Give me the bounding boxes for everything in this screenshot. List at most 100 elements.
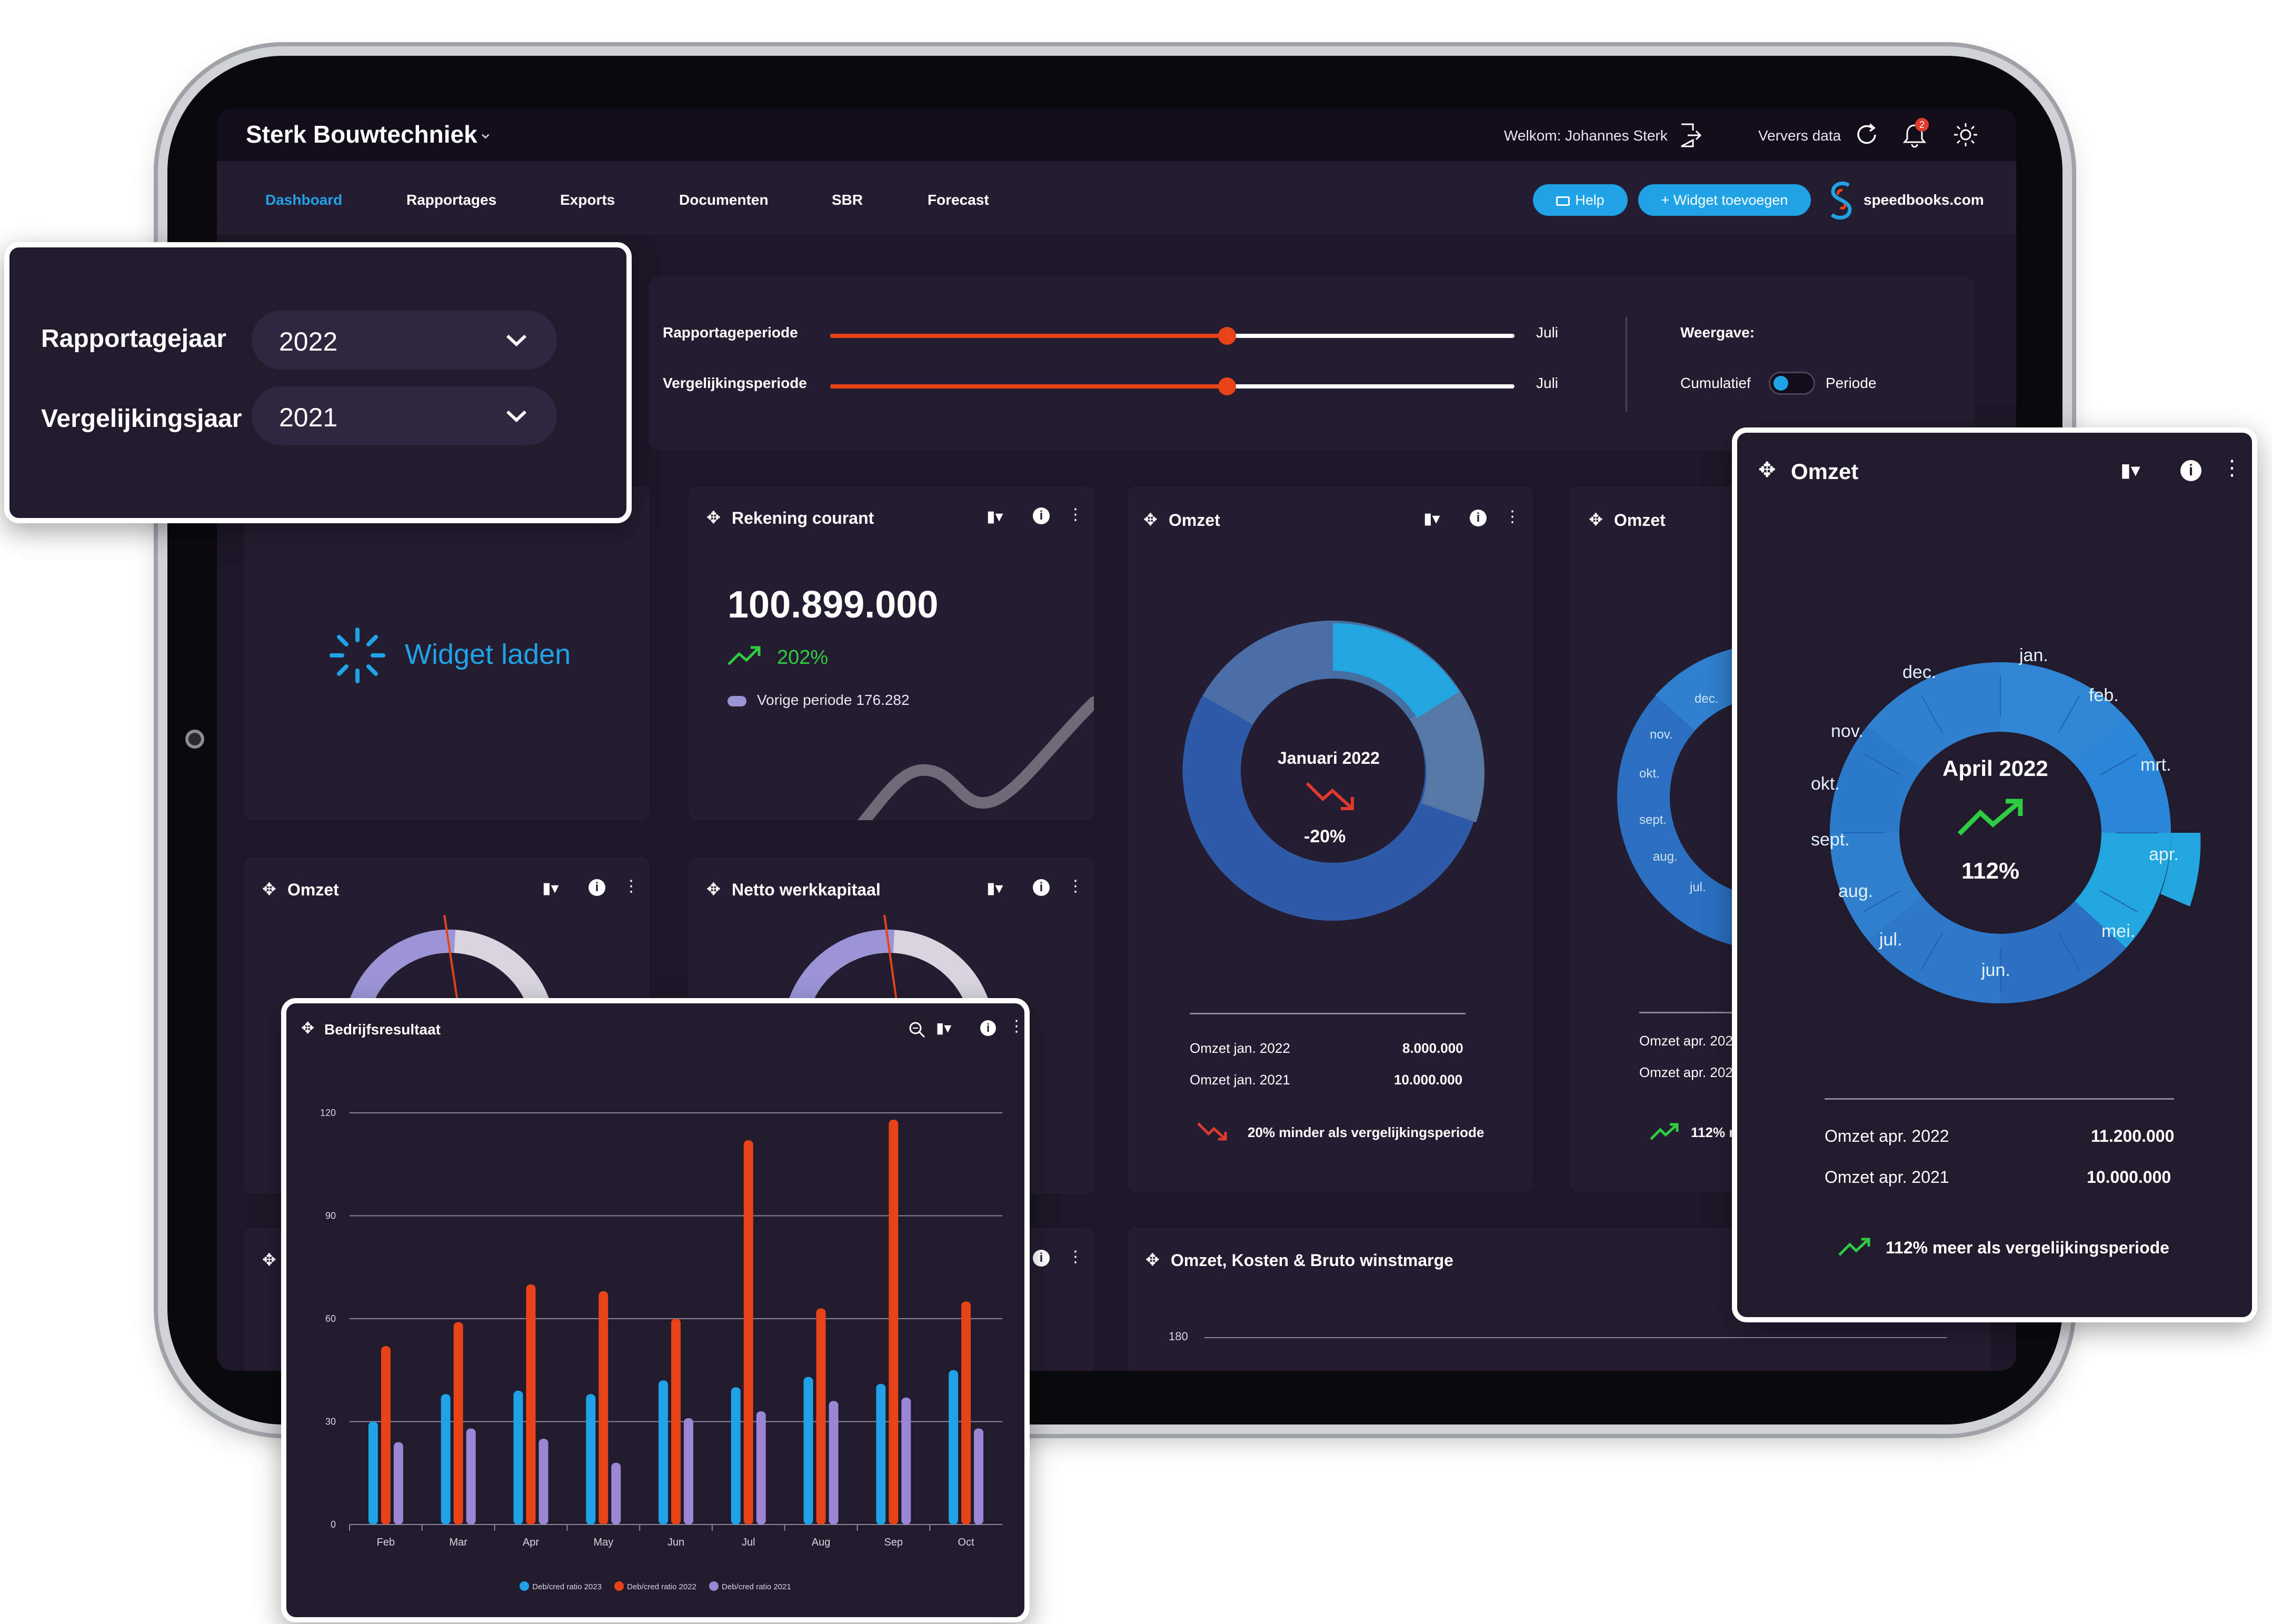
month-label-dec: dec. bbox=[1902, 662, 1937, 682]
tab-dashboard[interactable]: Dashboard bbox=[265, 192, 343, 208]
omzet-apr-title: Omzet bbox=[1791, 459, 1859, 484]
chart-type-icon[interactable]: ▮▾ bbox=[2120, 459, 2140, 481]
drag-handle-icon[interactable]: ✥ bbox=[1589, 510, 1603, 529]
more-menu-icon[interactable]: ⋮ bbox=[623, 878, 639, 895]
legend-label: Deb/cred ratio 2021 bbox=[722, 1582, 791, 1591]
report-period-value: Juli bbox=[1536, 324, 1559, 341]
chart-type-icon[interactable]: ▮▾ bbox=[986, 880, 1003, 897]
omzet-gauge-title: Omzet bbox=[287, 880, 339, 899]
info-icon[interactable]: i bbox=[1033, 1250, 1050, 1267]
theme-sun-icon[interactable] bbox=[1953, 122, 1978, 147]
view-label: Weergave: bbox=[1680, 324, 1755, 341]
drag-handle-icon[interactable]: ✥ bbox=[706, 880, 721, 899]
chevron-down-icon bbox=[506, 334, 527, 347]
widget-loading-card: Widget laden bbox=[244, 486, 650, 820]
report-year-select[interactable]: 2022 bbox=[252, 311, 557, 370]
tab-exports[interactable]: Exports bbox=[560, 192, 615, 208]
bedrijfsresultaat-chart: 0 30 60 90 120 Feb Mar Apr May Jun Jul Aug Sep Oct bbox=[320, 1108, 1002, 1548]
omzet-apr-sunburst bbox=[1830, 662, 2201, 1003]
month-label: sept. bbox=[1639, 813, 1667, 827]
chart-type-icon[interactable]: ▮▾ bbox=[1423, 510, 1440, 527]
bar-deb-cred-ratio-2022 bbox=[961, 1301, 971, 1525]
speedbooks-logo-icon bbox=[1830, 182, 1852, 220]
add-widget-button[interactable]: + Widget toevoegen bbox=[1638, 184, 1811, 216]
more-menu-icon[interactable]: ⋮ bbox=[1068, 878, 1083, 895]
omzet-partial-row1-label: Omzet apr. 2022 bbox=[1639, 1033, 1741, 1049]
chart-legend: Deb/cred ratio 2023 Deb/cred ratio 2022 … bbox=[286, 1581, 1024, 1591]
info-icon[interactable]: i bbox=[2180, 460, 2201, 481]
drag-handle-icon[interactable]: ✥ bbox=[1145, 1250, 1160, 1269]
notification-badge: 2 bbox=[1915, 118, 1929, 132]
bar-deb-cred-ratio-2023 bbox=[731, 1387, 741, 1525]
report-period-slider[interactable] bbox=[830, 334, 1514, 338]
legend-item[interactable]: Deb/cred ratio 2021 bbox=[709, 1581, 791, 1591]
drag-handle-icon[interactable]: ✥ bbox=[301, 1020, 315, 1037]
trend-up-icon bbox=[1838, 1238, 1870, 1256]
refresh-icon[interactable] bbox=[1854, 122, 1879, 147]
view-toggle[interactable] bbox=[1769, 372, 1815, 395]
month-label-aug: aug. bbox=[1838, 881, 1874, 901]
drag-handle-icon[interactable]: ✥ bbox=[1758, 459, 1776, 482]
legend-item[interactable]: Deb/cred ratio 2023 bbox=[520, 1581, 602, 1591]
compare-period-slider[interactable] bbox=[830, 384, 1514, 388]
drag-handle-icon[interactable]: ✥ bbox=[262, 880, 276, 899]
logout-icon[interactable] bbox=[1679, 122, 1702, 148]
refresh-label[interactable]: Ververs data bbox=[1758, 127, 1841, 144]
compare-year-value: 2021 bbox=[279, 403, 338, 432]
month-label-sept: sept. bbox=[1811, 830, 1850, 850]
legend-item[interactable]: Deb/cred ratio 2022 bbox=[614, 1581, 696, 1591]
more-menu-icon[interactable]: ⋮ bbox=[2221, 456, 2243, 480]
more-menu-icon[interactable]: ⋮ bbox=[1009, 1018, 1024, 1035]
bar-deb-cred-ratio-2021 bbox=[611, 1462, 621, 1525]
info-icon[interactable]: i bbox=[589, 879, 605, 896]
zoom-icon[interactable] bbox=[908, 1020, 926, 1039]
bar-deb-cred-ratio-2021 bbox=[756, 1411, 766, 1525]
loading-text: Widget laden bbox=[405, 639, 571, 670]
chart-type-icon[interactable]: ▮▾ bbox=[542, 880, 559, 897]
drag-handle-icon[interactable]: ✥ bbox=[706, 508, 721, 527]
netto-title: Netto werkkapitaal bbox=[732, 880, 881, 899]
info-icon[interactable]: i bbox=[1470, 510, 1487, 526]
compare-period-handle[interactable] bbox=[1218, 377, 1236, 395]
help-button[interactable]: Help bbox=[1533, 184, 1628, 216]
chart-title: Bedrijfsresultaat bbox=[324, 1021, 441, 1038]
tab-documenten[interactable]: Documenten bbox=[679, 192, 769, 208]
drag-handle-icon[interactable]: ✥ bbox=[1143, 510, 1158, 529]
chart-type-icon[interactable]: ▮▾ bbox=[936, 1020, 952, 1036]
info-icon[interactable]: i bbox=[1033, 507, 1050, 524]
rekening-courant-card: ✥ Rekening courant ▮▾ i ⋮ 100.899.000 20… bbox=[689, 486, 1094, 820]
omzet-jan-row1-value: 8.000.000 bbox=[1402, 1040, 1463, 1056]
bar-deb-cred-ratio-2022 bbox=[743, 1140, 753, 1525]
loading-spinner-icon bbox=[330, 627, 385, 683]
bar-deb-cred-ratio-2021 bbox=[539, 1439, 549, 1525]
tab-forecast[interactable]: Forecast bbox=[928, 192, 989, 208]
omzet-jan-center-value: -20% bbox=[1304, 826, 1346, 846]
tablet-volume-button-1 bbox=[321, 51, 400, 57]
company-name[interactable]: Sterk Bouwtechniek bbox=[246, 121, 477, 148]
rekening-value: 100.899.000 bbox=[728, 584, 939, 626]
tab-rapportages[interactable]: Rapportages bbox=[406, 192, 497, 208]
bar-deb-cred-ratio-2021 bbox=[466, 1428, 476, 1525]
help-label: Help bbox=[1575, 192, 1605, 208]
more-menu-icon[interactable]: ⋮ bbox=[1068, 1248, 1083, 1266]
rekening-change: 202% bbox=[777, 646, 829, 669]
tablet-power-button bbox=[156, 158, 162, 242]
drag-handle-icon[interactable]: ✥ bbox=[262, 1250, 276, 1269]
compare-year-select[interactable]: 2021 bbox=[252, 386, 557, 445]
month-label-jan: jan. bbox=[2019, 645, 2048, 665]
x-tick-label: Jun bbox=[667, 1537, 684, 1548]
more-menu-icon[interactable]: ⋮ bbox=[1068, 506, 1083, 523]
info-icon[interactable]: i bbox=[980, 1020, 996, 1036]
x-tick-label: Sep bbox=[884, 1537, 903, 1548]
info-icon[interactable]: i bbox=[1033, 879, 1050, 896]
bar-deb-cred-ratio-2022 bbox=[816, 1308, 826, 1525]
bar-deb-cred-ratio-2022 bbox=[889, 1120, 899, 1525]
chart-type-icon[interactable]: ▮▾ bbox=[986, 508, 1003, 525]
omzet-apr-center-title: April 2022 bbox=[1942, 756, 2048, 781]
month-label: nov. bbox=[1650, 728, 1673, 742]
month-label: jul. bbox=[1690, 880, 1706, 894]
tab-sbr[interactable]: SBR bbox=[832, 192, 863, 208]
report-period-handle[interactable] bbox=[1218, 327, 1236, 345]
company-chevron-down-icon[interactable]: ⌄ bbox=[478, 123, 493, 143]
more-menu-icon[interactable]: ⋮ bbox=[1504, 508, 1520, 525]
